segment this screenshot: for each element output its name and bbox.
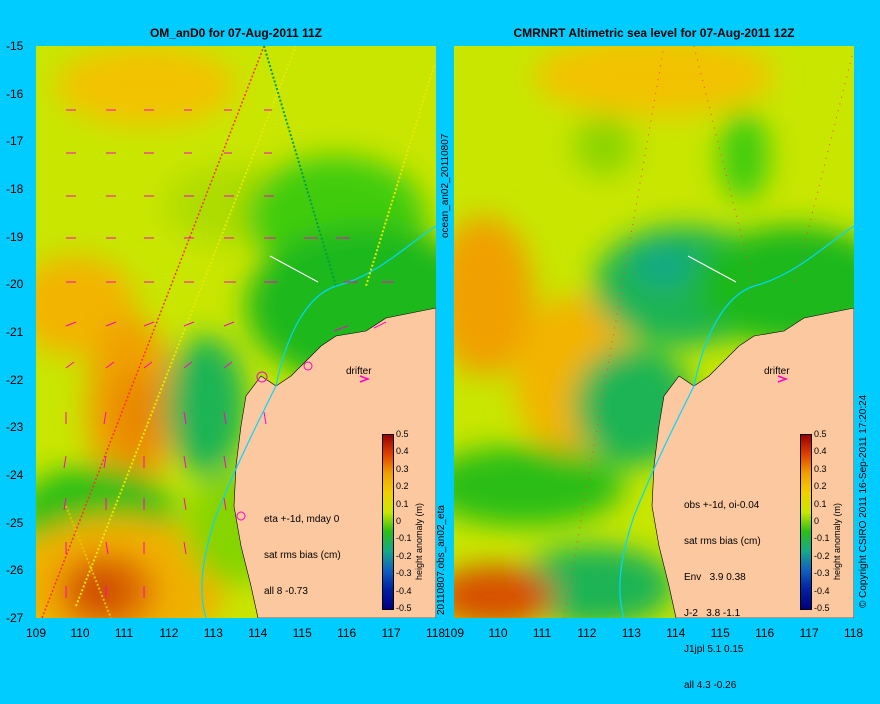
right-annotation-line: Env 3.9 0.38	[684, 572, 746, 583]
y-tick-label: -15	[6, 39, 24, 53]
x-tick-label: 112	[159, 626, 179, 640]
colorbar-tick-label: 0.1	[814, 498, 827, 509]
x-tick-label: 112	[577, 626, 597, 640]
left-annotation-line: all 8 -0.73	[264, 586, 308, 597]
colorbar-tick-label: -0.2	[814, 550, 830, 561]
x-tick-label: 110	[488, 626, 508, 640]
left-map-panel	[36, 46, 436, 618]
x-tick-label: 114	[666, 626, 686, 640]
y-tick-label: -26	[6, 563, 24, 578]
colorbar-tick-label: -0.3	[396, 568, 412, 579]
colorbar-tick-label: 0.3	[396, 463, 409, 474]
right-colorbar-title: height anomaly (m)	[832, 502, 842, 580]
colorbar-tick-label: 0	[396, 516, 402, 526]
copyright-text: © Copyright CSIRO 2011 16-Sep-2011 17:20…	[858, 394, 869, 608]
right-annotation-line: J-2 3.8 -1.1	[684, 608, 741, 619]
right-annotation-line: J1jpl 5.1 0.15	[684, 644, 744, 655]
colorbar-tick-label: -0.5	[814, 603, 830, 613]
colorbar-tick-label: 0.1	[396, 498, 409, 509]
right-map-svg	[454, 46, 854, 618]
y-tick-label: -24	[6, 468, 24, 483]
left-side-label: ocean_an02_20110807	[440, 133, 451, 238]
y-tick-label: -27	[6, 611, 24, 626]
right-annotation-line: obs +-1d, oi-0.04	[684, 500, 760, 511]
left-colorbar-title: height anomaly (m)	[414, 502, 424, 580]
y-tick-label: -17	[6, 134, 24, 149]
left-annotation-line: sat rms bias (cm)	[264, 550, 341, 561]
x-tick-label: 116	[755, 626, 775, 640]
right-annotation-line: all 4.3 -0.26	[684, 680, 737, 691]
x-tick-label: 109	[444, 626, 465, 640]
x-tick-label: 114	[248, 626, 268, 640]
x-tick-label: 110	[70, 626, 90, 640]
colorbar-tick-label: 0.4	[396, 446, 409, 457]
left-annotation-line: eta +-1d, mday 0	[264, 514, 340, 525]
x-tick-label: 109	[26, 626, 47, 640]
right-drifter-label: drifter	[764, 366, 790, 377]
colorbar-tick-label: 0.4	[814, 446, 827, 457]
left-map-svg	[36, 46, 436, 618]
x-tick-label: 117	[381, 626, 401, 640]
y-tick-label: -16	[6, 86, 24, 101]
y-tick-label: -25	[6, 515, 24, 530]
x-tick-label: 117	[799, 626, 819, 640]
colorbar-tick-label: 0.2	[396, 481, 409, 492]
y-tick-label: -18	[6, 182, 24, 196]
x-tick-label: 115	[710, 626, 730, 640]
colorbar-tick-label: -0.3	[814, 568, 830, 579]
left-panel-title: OM_anD0 for 07-Aug-2011 11Z	[149, 26, 323, 40]
colorbar-tick-label: -0.4	[396, 585, 412, 596]
x-tick-label: 115	[292, 626, 312, 640]
x-tick-label: 118	[843, 626, 864, 640]
colorbar-tick-label: -0.1	[814, 533, 830, 544]
left-annotation: eta +-1d, mday 0 sat rms bias (cm) all 8…	[264, 490, 341, 610]
colorbar-tick-label: 0	[814, 516, 820, 526]
right-map-panel	[454, 46, 854, 618]
left-colorbar	[382, 434, 394, 610]
x-tick-label: 111	[532, 626, 552, 640]
colorbar-tick-label: -0.1	[396, 533, 412, 544]
colorbar-tick-label: 0.5	[814, 429, 827, 439]
x-tick-label: 118	[425, 626, 446, 640]
y-tick-label: -22	[6, 372, 24, 387]
x-tick-label: 111	[114, 626, 134, 640]
colorbar-tick-label: 0.5	[396, 429, 409, 439]
x-tick-label: 116	[337, 626, 357, 640]
right-side-label: 20110807.obs_an02_eta	[436, 505, 447, 615]
colorbar-tick-label: -0.4	[814, 585, 830, 596]
y-tick-label: -19	[6, 229, 24, 244]
right-annotation: obs +-1d, oi-0.04 sat rms bias (cm) Env …	[684, 476, 761, 704]
colorbar-tick-label: -0.2	[396, 550, 412, 561]
colorbar-tick-label: 0.2	[814, 481, 827, 492]
x-tick-label: 113	[621, 626, 641, 640]
left-drifter-label: drifter	[346, 366, 372, 377]
colorbar-tick-label: 0.3	[814, 463, 827, 474]
colorbar-tick-label: -0.5	[396, 603, 412, 613]
right-colorbar	[800, 434, 812, 610]
x-tick-label: 113	[203, 626, 223, 640]
y-tick-label: -20	[6, 277, 24, 292]
right-annotation-line: sat rms bias (cm)	[684, 536, 761, 547]
right-panel-title: CMRNRT Altimetric sea level for 07-Aug-2…	[513, 26, 795, 40]
y-tick-label: -21	[6, 325, 24, 340]
y-tick-label: -23	[6, 420, 24, 435]
